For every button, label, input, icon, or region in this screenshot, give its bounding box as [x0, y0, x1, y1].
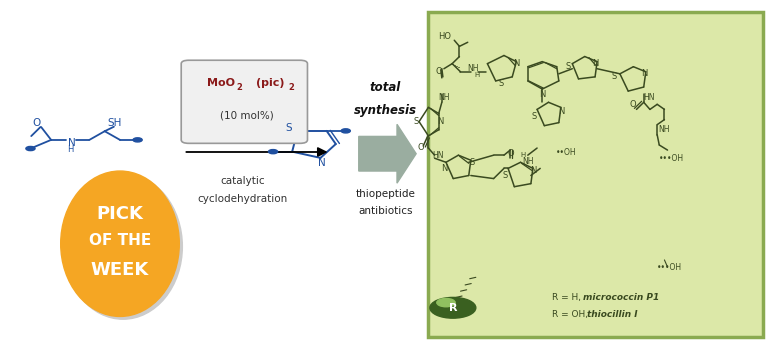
Text: N: N: [558, 107, 564, 116]
Text: MoO: MoO: [207, 78, 235, 88]
Text: HN: HN: [432, 151, 443, 160]
Text: thiopeptide: thiopeptide: [356, 188, 415, 199]
Text: N: N: [441, 164, 447, 173]
Text: N: N: [592, 59, 598, 68]
Text: S: S: [611, 72, 617, 81]
Text: S: S: [531, 112, 537, 121]
Text: H: H: [67, 145, 74, 154]
Text: OF THE: OF THE: [89, 233, 151, 248]
Text: S: S: [565, 62, 571, 71]
Text: N: N: [530, 166, 536, 175]
Text: O: O: [32, 118, 41, 128]
Text: O: O: [629, 100, 636, 109]
Circle shape: [269, 150, 278, 154]
Circle shape: [341, 129, 350, 133]
Text: cyclodehydration: cyclodehydration: [197, 194, 287, 204]
Text: NH: NH: [522, 157, 534, 166]
Text: N: N: [539, 90, 545, 99]
FancyBboxPatch shape: [429, 12, 763, 337]
Text: SH: SH: [108, 118, 122, 128]
Text: H: H: [520, 152, 525, 158]
Text: catalytic: catalytic: [220, 177, 265, 186]
Text: antibiotics: antibiotics: [359, 206, 412, 216]
Text: PICK: PICK: [97, 205, 144, 223]
Text: N: N: [438, 117, 444, 126]
Text: O: O: [435, 67, 442, 76]
Text: (pic): (pic): [256, 78, 284, 88]
Text: N: N: [68, 138, 76, 148]
Circle shape: [26, 147, 35, 151]
Text: R: R: [449, 303, 457, 313]
Text: N: N: [513, 59, 520, 68]
Text: S: S: [502, 171, 508, 180]
Text: thiocillin I: thiocillin I: [587, 310, 637, 319]
Text: synthesis: synthesis: [354, 104, 417, 117]
Text: NH: NH: [659, 125, 670, 134]
Text: •••OH: •••OH: [657, 262, 682, 272]
Text: R = H,: R = H,: [552, 293, 581, 302]
Text: total: total: [370, 81, 401, 95]
FancyBboxPatch shape: [181, 60, 307, 143]
Text: S: S: [498, 80, 504, 89]
Text: S: S: [285, 123, 292, 133]
Ellipse shape: [61, 171, 179, 317]
Text: HO: HO: [439, 32, 452, 41]
Text: N: N: [318, 158, 326, 168]
FancyArrow shape: [359, 124, 416, 183]
Circle shape: [430, 297, 476, 318]
Ellipse shape: [64, 174, 182, 319]
Text: O: O: [508, 149, 515, 158]
Text: 2: 2: [237, 83, 243, 92]
Text: S: S: [413, 117, 419, 126]
Text: HN: HN: [643, 93, 654, 102]
Circle shape: [437, 298, 455, 307]
Text: S: S: [469, 158, 475, 167]
Text: N: N: [641, 69, 648, 78]
Text: •••OH: •••OH: [659, 154, 684, 163]
Text: R = OH,: R = OH,: [552, 310, 588, 319]
Text: 2: 2: [289, 83, 295, 92]
Text: NH: NH: [439, 93, 449, 102]
Text: H: H: [475, 72, 480, 78]
Text: WEEK: WEEK: [91, 261, 149, 279]
Text: O: O: [418, 142, 425, 151]
Text: micrococcin P1: micrococcin P1: [583, 293, 659, 302]
Text: NH: NH: [467, 64, 478, 73]
Text: ••OH: ••OH: [556, 148, 577, 157]
Circle shape: [133, 138, 142, 142]
Text: (10 mol%): (10 mol%): [220, 111, 273, 121]
